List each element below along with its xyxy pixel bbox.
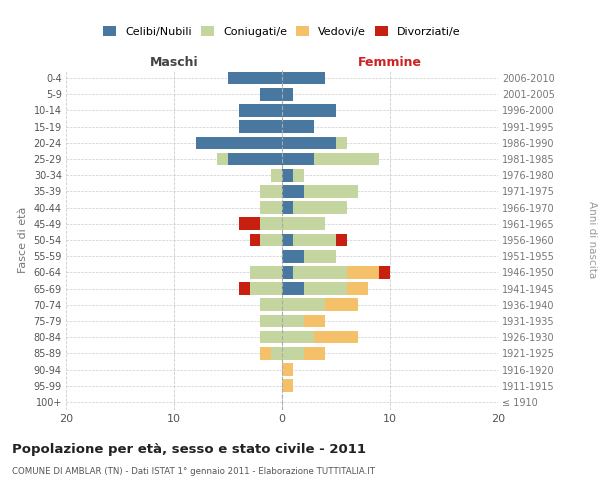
Bar	[293, 234, 336, 246]
Y-axis label: Fasce di età: Fasce di età	[18, 207, 28, 273]
Bar	[271, 347, 282, 360]
Bar	[282, 88, 293, 101]
Bar	[282, 298, 325, 311]
Bar	[282, 250, 304, 262]
Bar	[347, 266, 379, 278]
Bar	[282, 347, 304, 360]
Bar	[282, 380, 293, 392]
Bar	[282, 136, 336, 149]
Bar	[260, 347, 271, 360]
Text: Femmine: Femmine	[358, 56, 422, 69]
Bar	[271, 169, 282, 181]
Bar	[282, 234, 293, 246]
Bar	[347, 282, 368, 295]
Bar	[260, 218, 282, 230]
Bar	[260, 88, 282, 101]
Text: Anni di nascita: Anni di nascita	[587, 202, 597, 278]
Bar	[282, 266, 293, 278]
Bar	[282, 314, 304, 328]
Text: Popolazione per età, sesso e stato civile - 2011: Popolazione per età, sesso e stato civil…	[12, 442, 366, 456]
Bar	[282, 331, 314, 344]
Bar	[304, 347, 325, 360]
Bar	[379, 266, 390, 278]
Bar	[293, 169, 304, 181]
Bar	[282, 152, 314, 166]
Bar	[260, 298, 282, 311]
Bar	[239, 104, 282, 117]
Bar	[282, 363, 293, 376]
Bar	[304, 314, 325, 328]
Bar	[282, 202, 293, 214]
Bar	[304, 185, 358, 198]
Bar	[260, 185, 282, 198]
Bar	[239, 120, 282, 133]
Bar	[282, 282, 304, 295]
Bar	[282, 104, 336, 117]
Bar	[336, 234, 347, 246]
Bar	[228, 72, 282, 85]
Bar	[250, 234, 260, 246]
Legend: Celibi/Nubili, Coniugati/e, Vedovi/e, Divorziati/e: Celibi/Nubili, Coniugati/e, Vedovi/e, Di…	[103, 26, 461, 37]
Bar	[196, 136, 282, 149]
Bar	[293, 266, 347, 278]
Bar	[260, 314, 282, 328]
Bar	[282, 185, 304, 198]
Bar	[282, 169, 293, 181]
Bar	[293, 202, 347, 214]
Bar	[250, 266, 282, 278]
Bar	[239, 282, 250, 295]
Bar	[304, 282, 347, 295]
Text: Maschi: Maschi	[149, 56, 199, 69]
Text: COMUNE DI AMBLAR (TN) - Dati ISTAT 1° gennaio 2011 - Elaborazione TUTTITALIA.IT: COMUNE DI AMBLAR (TN) - Dati ISTAT 1° ge…	[12, 468, 375, 476]
Bar	[304, 250, 336, 262]
Bar	[239, 218, 260, 230]
Bar	[217, 152, 228, 166]
Bar	[282, 218, 325, 230]
Bar	[314, 152, 379, 166]
Bar	[260, 202, 282, 214]
Bar	[260, 234, 282, 246]
Bar	[314, 331, 358, 344]
Bar	[325, 298, 358, 311]
Bar	[336, 136, 347, 149]
Bar	[282, 120, 314, 133]
Bar	[250, 282, 282, 295]
Bar	[228, 152, 282, 166]
Bar	[282, 72, 325, 85]
Bar	[260, 331, 282, 344]
